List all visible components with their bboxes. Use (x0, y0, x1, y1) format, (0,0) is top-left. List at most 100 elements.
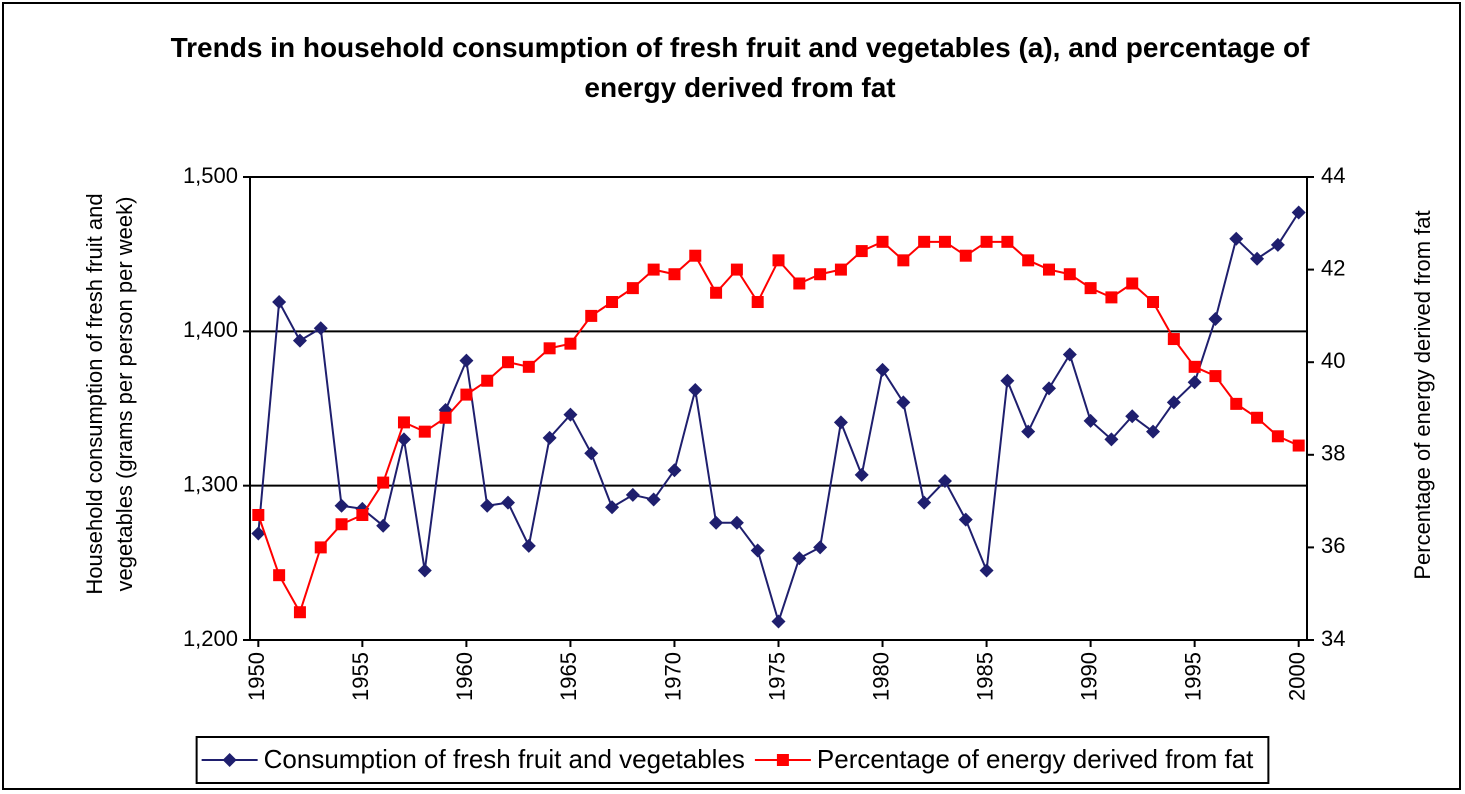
legend-box (195, 736, 1270, 784)
marker (897, 254, 910, 267)
marker (1209, 370, 1222, 383)
marker (356, 508, 369, 521)
marker (730, 263, 743, 276)
marker (751, 296, 764, 309)
marker (459, 353, 474, 368)
y2-tick-label: 34 (1321, 626, 1345, 651)
marker (501, 495, 516, 510)
marker (854, 467, 869, 482)
x-tick-label: 1970 (660, 652, 685, 701)
x-tick-label: 1985 (972, 652, 997, 701)
series-line (257, 211, 1300, 625)
marker (1166, 395, 1181, 410)
marker (729, 515, 744, 530)
y2-tick-label: 40 (1321, 348, 1345, 373)
marker (584, 446, 599, 461)
marker (314, 541, 327, 554)
marker (646, 492, 661, 507)
marker (918, 235, 931, 248)
y2-tick-label: 38 (1321, 441, 1345, 466)
marker (335, 518, 348, 531)
marker (292, 333, 307, 348)
legend: Consumption of fresh fruit and vegetable… (195, 736, 1270, 784)
x-tick-label: 1950 (244, 652, 269, 701)
marker (1292, 439, 1305, 452)
marker (814, 268, 827, 281)
x-tick-label: 1995 (1180, 652, 1205, 701)
marker (1208, 311, 1223, 326)
marker (979, 563, 994, 578)
x-tick-label: 1975 (764, 652, 789, 701)
marker (772, 254, 785, 267)
marker (647, 263, 660, 276)
marker (334, 498, 349, 513)
marker (917, 495, 932, 510)
marker (1001, 235, 1014, 248)
marker (875, 362, 890, 377)
y2-tick-label: 36 (1321, 533, 1345, 558)
marker (626, 282, 639, 295)
x-tick-label: 1980 (868, 652, 893, 701)
marker (668, 268, 681, 281)
x-tick-label: 1955 (348, 652, 373, 701)
y-tick-label: 1,400 (183, 317, 238, 342)
marker (417, 563, 432, 578)
marker (273, 569, 286, 582)
marker (792, 551, 807, 566)
marker (1167, 333, 1180, 346)
marker (776, 754, 789, 766)
marker (834, 263, 847, 276)
marker (1251, 411, 1264, 424)
marker (377, 476, 390, 489)
marker (396, 432, 411, 447)
y-tick-label: 1,500 (183, 163, 238, 188)
marker (937, 474, 952, 489)
marker (1270, 237, 1285, 252)
marker (709, 515, 724, 530)
marker (1021, 424, 1036, 439)
marker (1146, 424, 1161, 439)
marker (1000, 373, 1015, 388)
marker (1063, 268, 1076, 281)
marker (376, 518, 391, 533)
marker (1104, 432, 1119, 447)
marker (793, 277, 806, 290)
marker (460, 388, 473, 401)
marker (418, 425, 431, 438)
marker (1291, 205, 1306, 220)
series-line (257, 240, 1300, 615)
marker (855, 245, 868, 258)
marker (750, 543, 765, 558)
marker (1229, 231, 1244, 246)
marker (252, 508, 265, 521)
marker (1187, 375, 1202, 390)
marker (480, 498, 495, 513)
marker (896, 395, 911, 410)
marker (542, 430, 557, 445)
x-tick-label: 2000 (1284, 652, 1309, 701)
marker (1022, 254, 1035, 267)
marker (1271, 430, 1284, 443)
marker (958, 512, 973, 527)
marker (1105, 291, 1118, 304)
marker (625, 487, 640, 502)
marker (1041, 381, 1056, 396)
marker (1230, 397, 1243, 410)
marker (1042, 263, 1055, 276)
marker (563, 407, 578, 422)
marker (272, 295, 287, 310)
y2-tick-label: 44 (1321, 163, 1345, 188)
marker (938, 235, 951, 248)
marker (1062, 347, 1077, 362)
marker (710, 286, 723, 299)
marker (689, 249, 702, 262)
y-tick-label: 1,300 (183, 471, 238, 496)
marker (251, 526, 266, 541)
y2-tick-label: 42 (1321, 255, 1345, 280)
marker (1083, 413, 1098, 428)
marker (585, 309, 598, 322)
chart-title: Trends in household consumption of fresh… (170, 32, 1310, 103)
marker (605, 500, 620, 515)
x-tick-label: 1965 (556, 652, 581, 701)
